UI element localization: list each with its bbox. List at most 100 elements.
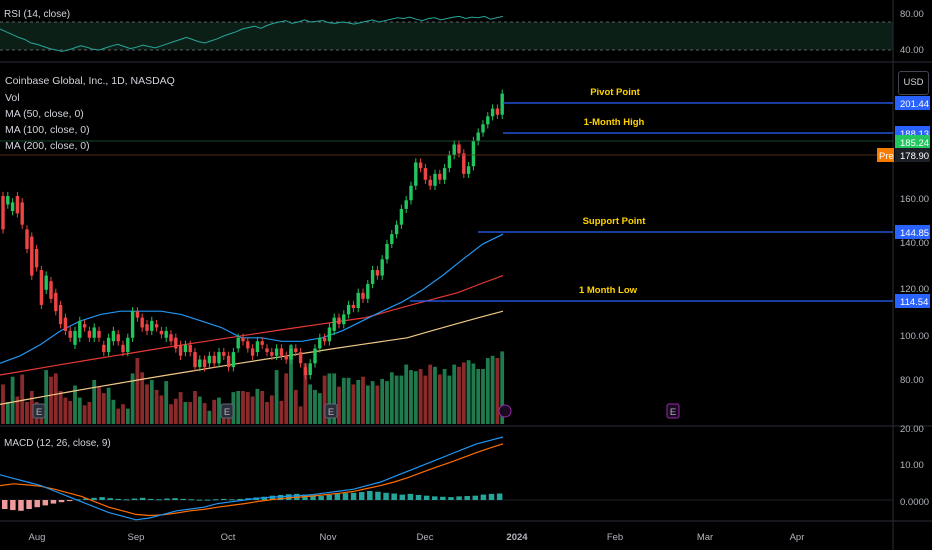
ma200-line	[0, 310, 504, 405]
macd-histogram-bar	[164, 498, 170, 500]
time-axis-label: Nov	[320, 532, 337, 543]
volume-bar	[20, 374, 25, 424]
candle-body	[102, 344, 106, 353]
candle-body	[164, 330, 168, 338]
legend-ma50[interactable]: MA (50, close, 0)	[5, 108, 84, 120]
last-price-tag: 185.24	[895, 135, 930, 149]
earnings-marker-icon	[220, 403, 234, 419]
volume-bar	[5, 402, 10, 424]
volume-bar	[279, 400, 284, 424]
level-price-tag	[895, 225, 930, 239]
macd-label: MACD (12, 26, close, 9)	[4, 438, 111, 449]
volume-bar	[476, 369, 481, 424]
candle-body	[15, 196, 20, 214]
volume-bar	[44, 370, 49, 424]
volume-bar	[68, 400, 73, 424]
candle-body	[44, 275, 48, 290]
macd-histogram-bar	[99, 497, 105, 500]
candle-body	[159, 330, 164, 335]
volume-bar	[389, 372, 394, 424]
volume-bars	[1, 344, 505, 424]
volume-bar	[87, 402, 92, 424]
candle-body	[471, 141, 476, 167]
macd-histogram-bar	[358, 492, 365, 500]
candle-body	[356, 292, 360, 309]
candle-body	[82, 324, 87, 328]
candle-body	[294, 348, 298, 353]
candle-body	[145, 324, 149, 331]
candle-body	[404, 200, 408, 209]
candle-body	[1, 196, 5, 230]
candle-body	[6, 196, 10, 205]
macd-histogram-bar	[115, 498, 122, 500]
level-price-tag	[895, 96, 930, 110]
candle-body	[250, 348, 255, 356]
price-axis: 160.00 140.00 120.00 100.00 80.00	[900, 194, 929, 386]
candle-body	[116, 334, 120, 342]
rsi-tick-40: 40.00	[900, 45, 924, 56]
level-price-value: 144.85	[900, 228, 929, 239]
volume-bar	[25, 402, 29, 424]
volume-bar	[111, 399, 116, 424]
candle-body	[394, 224, 399, 235]
volume-bar	[154, 389, 159, 424]
time-axis-label: Aug	[29, 532, 46, 543]
volume-bar	[49, 376, 53, 424]
macd-histogram-bar	[156, 499, 162, 501]
macd-histogram-bar	[440, 496, 446, 500]
macd-histogram-bar	[83, 498, 89, 500]
volume-bar	[245, 392, 250, 424]
pre-market-tag: Pre 178.90	[877, 148, 930, 162]
candle-body	[390, 234, 394, 244]
legend-ma200[interactable]: MA (200, close, 0)	[5, 140, 90, 152]
candle-body	[308, 363, 312, 376]
volume-bar	[101, 393, 106, 424]
volume-bar	[193, 391, 197, 424]
volume-bar	[284, 373, 289, 424]
candle-body	[87, 330, 92, 338]
macd-histogram-bar	[42, 500, 49, 506]
macd-histogram-bar	[448, 497, 454, 500]
candle-body	[174, 337, 178, 349]
candle-body	[466, 166, 471, 174]
legend-vol[interactable]: Vol	[5, 92, 20, 104]
macd-histogram-bar	[2, 500, 8, 509]
macd-histogram-bar	[269, 495, 276, 500]
volume-bar	[442, 369, 447, 424]
macd-histogram-bar	[180, 498, 186, 500]
candle-body	[332, 317, 336, 331]
volume-bar	[217, 397, 221, 424]
candle-body	[476, 132, 480, 142]
candle-body	[380, 259, 384, 276]
volume-bar	[423, 375, 428, 424]
candle-body	[73, 330, 77, 345]
candle-body	[500, 93, 504, 115]
volume-bar	[289, 344, 293, 424]
macd-histogram-bar	[367, 491, 373, 500]
candle-body	[409, 185, 413, 201]
candle-body	[399, 208, 404, 225]
legend-ma100[interactable]: MA (100, close, 0)	[5, 124, 90, 136]
candle-body	[140, 317, 144, 328]
price-tick-140: 140.00	[900, 238, 929, 249]
last-price-value: 185.24	[900, 138, 929, 149]
macd-histogram-bar	[26, 500, 32, 509]
volume-bar	[293, 389, 298, 424]
macd-histogram-bar	[34, 500, 40, 508]
volume-bar	[370, 381, 375, 424]
candle-body	[433, 173, 437, 186]
volume-bar	[375, 385, 380, 424]
candle-body	[255, 341, 260, 353]
currency-button[interactable]: USD	[898, 71, 929, 95]
rsi-line	[0, 15, 504, 52]
symbol-title[interactable]: Coinbase Global, Inc., 1D, NASDAQ	[5, 75, 175, 87]
candle-body	[366, 284, 370, 299]
volume-bar	[471, 363, 476, 424]
macd-histogram-bar	[212, 499, 219, 501]
candle-body	[39, 270, 44, 305]
candle-body	[274, 348, 279, 356]
volume-bar	[97, 386, 101, 424]
time-axis-label: 2024	[506, 532, 528, 543]
